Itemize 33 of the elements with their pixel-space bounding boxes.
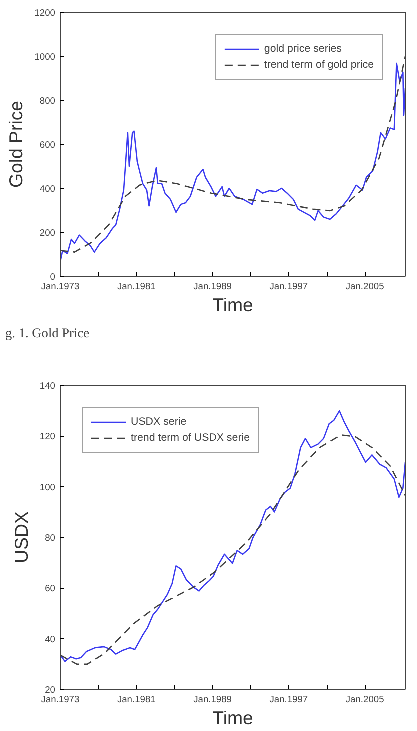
- x-tick-label: Jan.1981: [117, 694, 156, 704]
- x-tick-label: Jan.1989: [194, 282, 232, 292]
- y-tick-label: 800: [40, 96, 56, 106]
- y-tick-label: 1000: [34, 52, 56, 62]
- y-tick-label: 120: [40, 432, 56, 442]
- x-tick-label: Jan.1973: [41, 694, 80, 704]
- y-tick-label: 140: [40, 381, 56, 391]
- x-axis-title: Time: [212, 294, 254, 316]
- x-tick-label: Jan.1997: [270, 282, 308, 292]
- text: g. 1. Gold Price: [6, 326, 90, 340]
- y-axis-title: Gold Price: [6, 100, 27, 188]
- y-axis-title: USDX: [10, 511, 32, 564]
- legend-label: USDX serie: [131, 416, 187, 428]
- x-tick-label: Jan.1989: [194, 694, 232, 704]
- legend-label: trend term of gold price: [264, 59, 374, 71]
- y-tick-label: 80: [45, 533, 56, 543]
- legend-label: gold price series: [264, 43, 342, 55]
- y-tick-label: 600: [40, 140, 56, 150]
- x-tick-label: Jan.1981: [117, 282, 156, 292]
- y-tick-label: 100: [40, 482, 56, 492]
- x-tick-label: Jan.1973: [41, 282, 80, 292]
- y-tick-label: 40: [45, 634, 56, 644]
- y-tick-label: 400: [40, 184, 56, 194]
- x-tick-label: Jan.2005: [346, 694, 384, 704]
- y-tick-label: 0: [50, 272, 56, 282]
- legend-label: trend term of USDX serie: [131, 432, 250, 444]
- y-tick-label: 1200: [34, 8, 56, 18]
- x-axis-title: Time: [212, 708, 254, 728]
- y-tick-label: 200: [40, 228, 56, 238]
- x-tick-label: Jan.2005: [346, 282, 384, 292]
- y-tick-label: 60: [45, 584, 56, 594]
- x-tick-label: Jan.1997: [270, 694, 308, 704]
- y-tick-label: 20: [45, 685, 56, 695]
